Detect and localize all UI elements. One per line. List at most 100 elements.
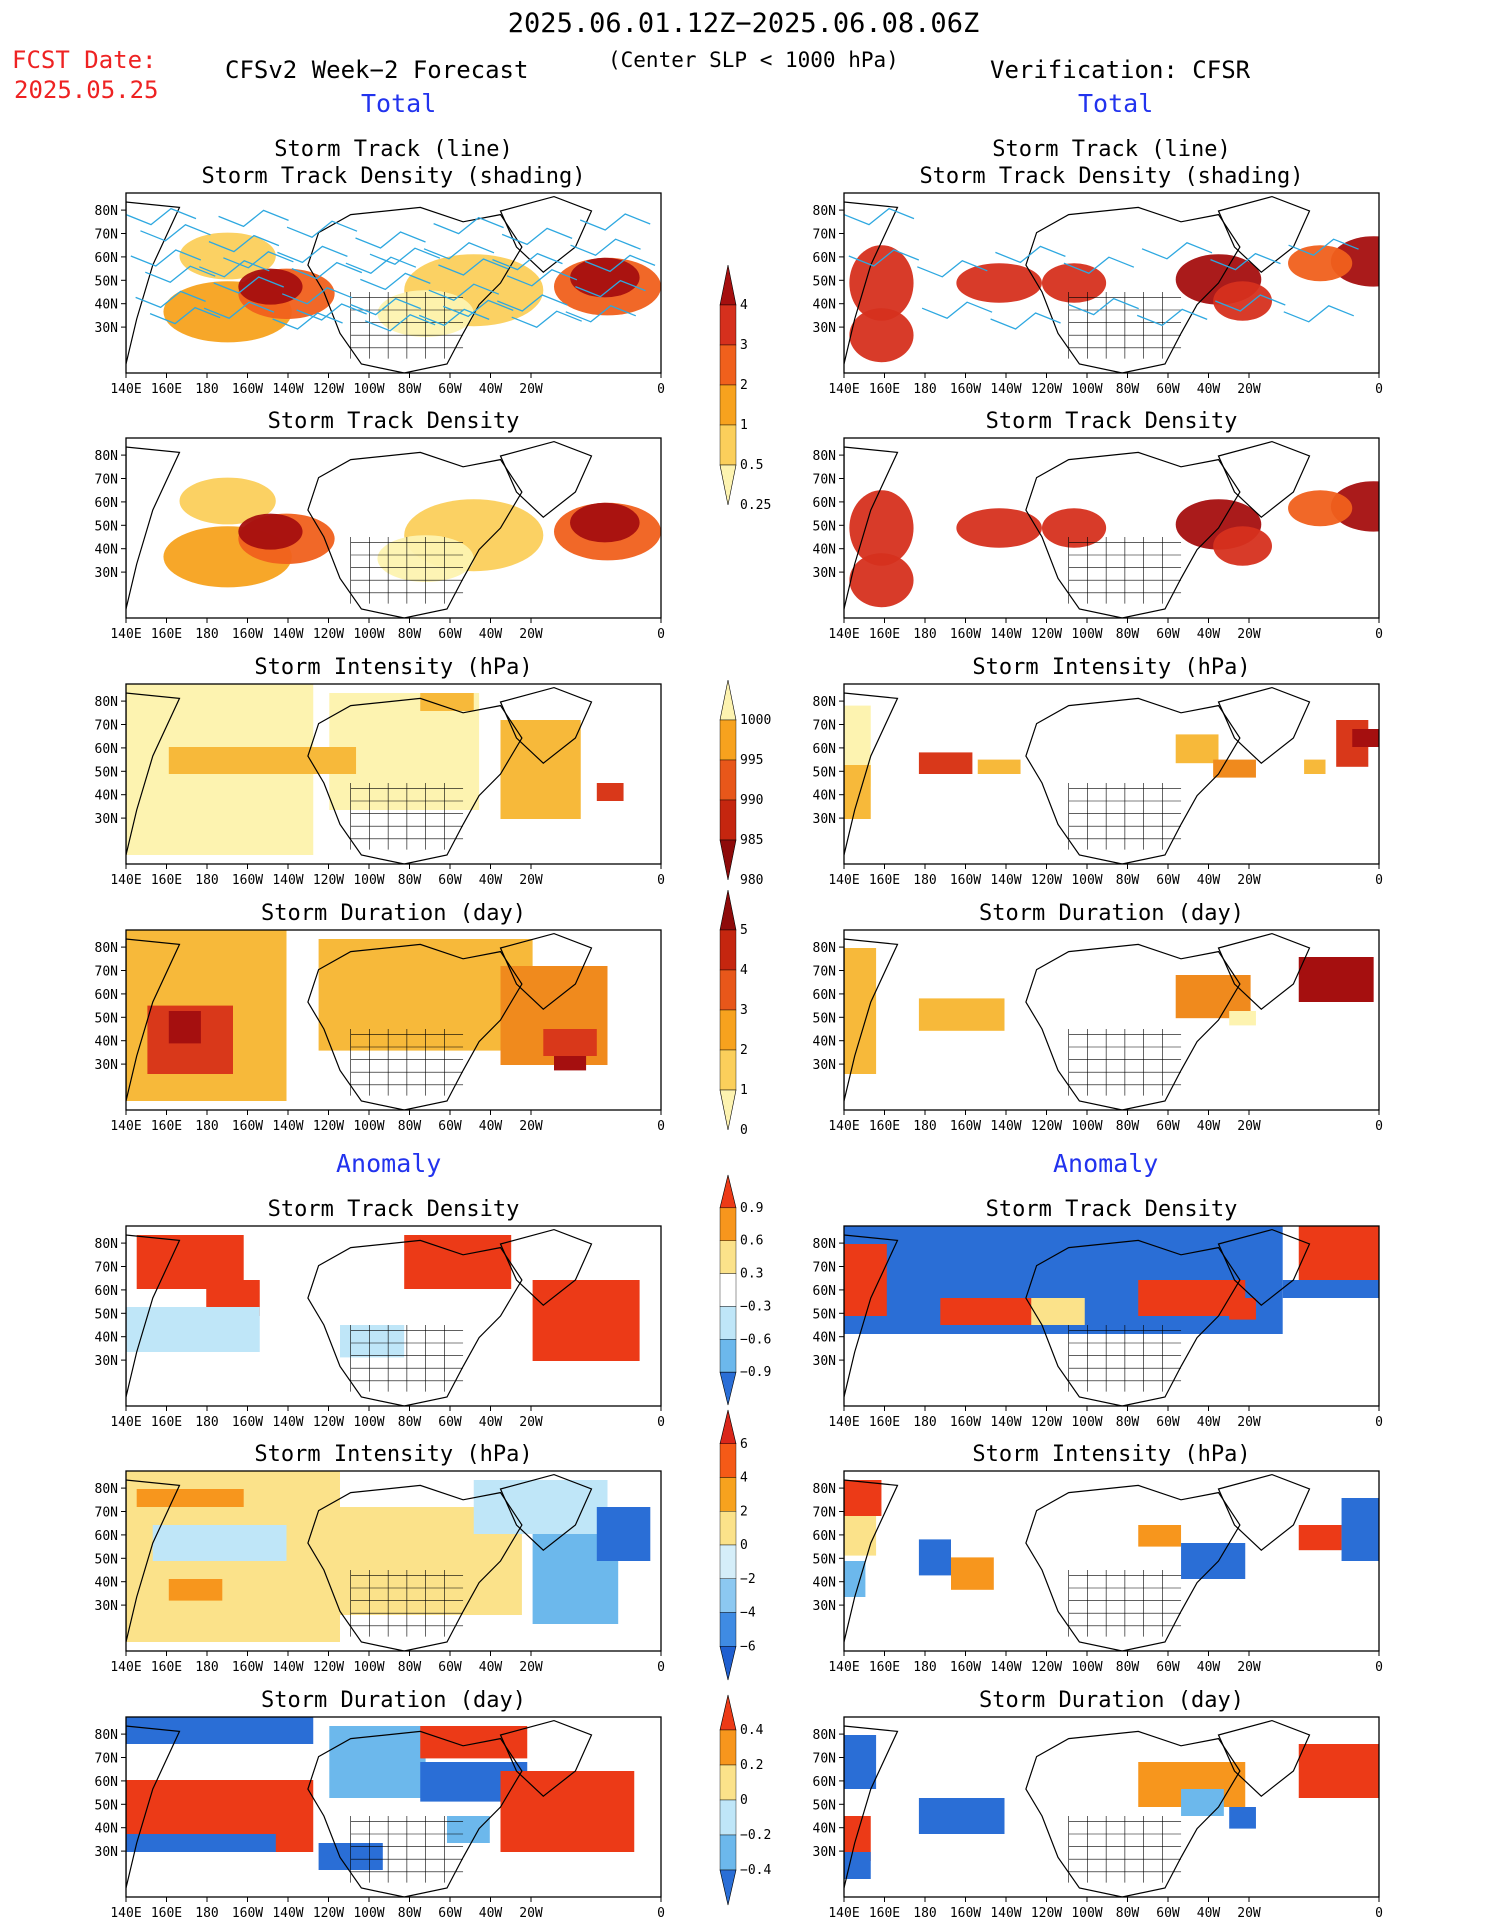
- lon-label: 40W: [1197, 627, 1221, 642]
- storm-track-line: [917, 260, 988, 278]
- lon-label: 180: [195, 1906, 218, 1921]
- lat-label: 60N: [813, 1284, 836, 1299]
- lon-label: 140E: [828, 627, 859, 642]
- lon-label: 20W: [519, 1415, 543, 1430]
- lon-label: 140E: [110, 1119, 141, 1134]
- storm-track-line: [208, 234, 280, 253]
- colorbar-label: 3: [740, 338, 748, 353]
- lat-label: 80N: [95, 1237, 118, 1252]
- lat-label: 70N: [95, 1261, 118, 1276]
- panel-title: Storm Track (line): [274, 137, 512, 162]
- lon-label: 0: [1375, 382, 1383, 397]
- lat-label: 50N: [95, 1011, 118, 1026]
- storm-track-line: [438, 258, 509, 276]
- shading-cell: [500, 720, 581, 819]
- lon-label: 60W: [438, 1660, 462, 1675]
- lon-label: 160E: [869, 1415, 900, 1430]
- colorbar-cap: [719, 1371, 737, 1406]
- left-anomaly-label: Anomaly: [336, 1149, 442, 1178]
- panel-title: Storm Duration (day): [979, 901, 1244, 926]
- lon-label: 180: [195, 382, 218, 397]
- lon-label: 160E: [151, 382, 182, 397]
- lon-label: 100W: [1071, 1660, 1102, 1675]
- colorbar-intensity_anom: 6 4 2 0 −2 −4 −6: [719, 1409, 756, 1681]
- lon-label: 120W: [1031, 627, 1062, 642]
- lon-label: 40W: [479, 1906, 503, 1921]
- shading-cell: [844, 1516, 877, 1556]
- colorbar-label: 0.3: [740, 1267, 763, 1282]
- colorbar-cap: [719, 679, 737, 721]
- panel-title: Storm Track Density (shading): [919, 164, 1303, 189]
- lon-label: 20W: [1237, 1906, 1261, 1921]
- lon-label: 120W: [313, 1119, 344, 1134]
- lat-label: 30N: [813, 1354, 836, 1369]
- lon-label: 20W: [519, 382, 543, 397]
- map-panel-L-1: 80N 70N 60N 50N 40N 30N 140E 160E 180 160W 140W 120…: [95, 409, 665, 642]
- shading-cell: [136, 1489, 244, 1507]
- panel-title: Storm Duration (day): [979, 1688, 1244, 1713]
- colorbar-segment: [719, 1049, 737, 1091]
- shading-region: [1213, 281, 1272, 321]
- lat-label: 40N: [813, 1035, 836, 1050]
- panel-title: Storm Track Density: [986, 1197, 1238, 1222]
- lon-label: 20W: [519, 1906, 543, 1921]
- storm-track-line: [355, 231, 426, 249]
- lat-label: 70N: [813, 719, 836, 734]
- coastline: [1217, 1719, 1311, 1797]
- colorbar-cap: [719, 839, 737, 881]
- map-panel-L-6: 80N 70N 60N 50N 40N 30N 140E 160E 180 160W 140W 120…: [95, 1688, 665, 1921]
- lat-label: 80N: [813, 941, 836, 956]
- lon-label: 40W: [479, 1660, 503, 1675]
- left-column-title: CFSv2 Week−2 Forecast: [225, 56, 529, 84]
- lat-label: 30N: [95, 1599, 118, 1614]
- period-title: 2025.06.01.12Z−2025.06.08.06Z: [507, 8, 980, 39]
- lat-label: 50N: [95, 765, 118, 780]
- lon-label: 0: [657, 1415, 665, 1430]
- lat-label: 30N: [95, 1845, 118, 1860]
- shading-cell: [918, 752, 973, 774]
- storm-track-line: [428, 283, 500, 301]
- lon-label: 140W: [990, 627, 1021, 642]
- lat-label: 70N: [95, 1752, 118, 1767]
- lat-label: 40N: [95, 298, 118, 313]
- lon-label: 40W: [1197, 1660, 1221, 1675]
- coastline: [126, 1725, 181, 1889]
- shading-region: [570, 502, 640, 543]
- lon-label: 80W: [1116, 1906, 1140, 1921]
- panel-title: Storm Duration (day): [261, 1688, 526, 1713]
- shading-cell: [1304, 759, 1326, 774]
- colorbar-segment: [719, 1306, 737, 1340]
- shading-cell: [126, 1307, 260, 1352]
- colorbar-label: 2: [740, 1504, 748, 1519]
- panel-frame: [125, 1225, 662, 1407]
- lat-label: 60N: [95, 1775, 118, 1790]
- storm-track-line: [360, 272, 431, 291]
- storm-track-line: [213, 276, 284, 294]
- lat-label: 50N: [813, 1552, 836, 1567]
- panel-frame: [843, 192, 1380, 374]
- colorbar-label: 1: [740, 1083, 748, 1098]
- lon-label: 160E: [869, 382, 900, 397]
- shading-region: [1041, 263, 1107, 303]
- lon-label: 100W: [353, 873, 384, 888]
- fcst-date-value: 2025.05.25: [14, 76, 159, 104]
- shading-cell: [168, 1011, 201, 1044]
- lat-label: 70N: [95, 228, 118, 243]
- lon-label: 120W: [313, 873, 344, 888]
- lon-label: 60W: [438, 873, 462, 888]
- storm-track-line: [1141, 242, 1213, 260]
- lon-label: 160W: [232, 1906, 263, 1921]
- storm-track-line: [1215, 294, 1286, 312]
- lon-label: 180: [913, 1906, 936, 1921]
- shading-region: [956, 508, 1042, 548]
- lat-label: 70N: [95, 965, 118, 980]
- lon-label: 160W: [232, 873, 263, 888]
- lon-label: 80W: [1116, 1415, 1140, 1430]
- colorbar-label: 0.6: [740, 1234, 763, 1249]
- lat-label: 40N: [813, 1331, 836, 1346]
- lat-label: 60N: [95, 1284, 118, 1299]
- colorbar-label: 990: [740, 793, 763, 808]
- lat-label: 50N: [95, 1552, 118, 1567]
- shading-cell: [844, 948, 877, 1074]
- lon-label: 160E: [869, 1906, 900, 1921]
